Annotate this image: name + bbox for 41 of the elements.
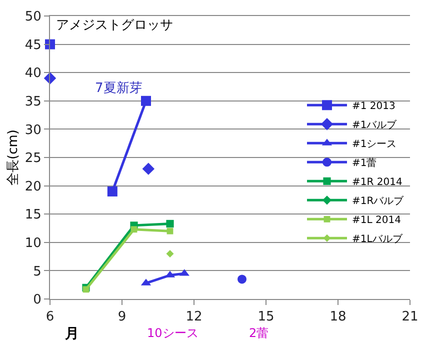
point <box>166 250 174 258</box>
x-tick-label: 12 <box>186 310 202 325</box>
text: 2蕾 <box>249 326 269 340</box>
y-tick-label: 40 <box>24 66 42 82</box>
point <box>166 220 174 228</box>
y-tick-label: 50 <box>24 10 42 25</box>
legend-label: #1L 2014 <box>352 215 401 226</box>
y-tick-label: 35 <box>24 94 42 110</box>
x-tick-label: 21 <box>402 310 418 325</box>
legend-label: #1Lバルブ <box>352 233 404 246</box>
point <box>238 274 246 284</box>
point <box>45 39 55 50</box>
point <box>107 186 118 196</box>
point <box>142 162 155 175</box>
y-tick-label: 0 <box>33 292 42 308</box>
legend-label: #1蕾 <box>352 157 377 170</box>
annotation: アメジストグロッサ <box>56 18 173 33</box>
point <box>82 286 90 293</box>
y-tick-label: 15 <box>24 208 42 223</box>
y-tick-label: 45 <box>24 38 42 53</box>
x-axis-title: 月 <box>64 326 79 341</box>
x-tick-label: 9 <box>118 310 126 325</box>
text: 10シース <box>147 326 198 340</box>
y-axis-title: 全長(cm) <box>6 130 21 186</box>
legend-label: #1R 2014 <box>352 177 402 188</box>
y-tick-label: 10 <box>24 236 42 251</box>
y-tick-label: 5 <box>33 264 42 280</box>
point <box>141 96 151 106</box>
annotation: 7夏新芽 <box>95 81 142 96</box>
y-tick-label: 20 <box>24 179 42 194</box>
y-tick-label: 30 <box>24 122 42 138</box>
y-tick-label: 25 <box>24 151 42 166</box>
legend-label: #1バルブ <box>352 119 398 132</box>
x-tick-label: 18 <box>330 310 346 325</box>
legend-label: #1 2013 <box>352 101 396 112</box>
legend-label: #1シース <box>352 139 397 150</box>
x-tick-label: 6 <box>46 310 54 325</box>
legend-label: #1Rバルブ <box>352 195 405 208</box>
point <box>166 228 174 234</box>
point <box>130 226 138 233</box>
x-tick-label: 15 <box>258 310 274 325</box>
